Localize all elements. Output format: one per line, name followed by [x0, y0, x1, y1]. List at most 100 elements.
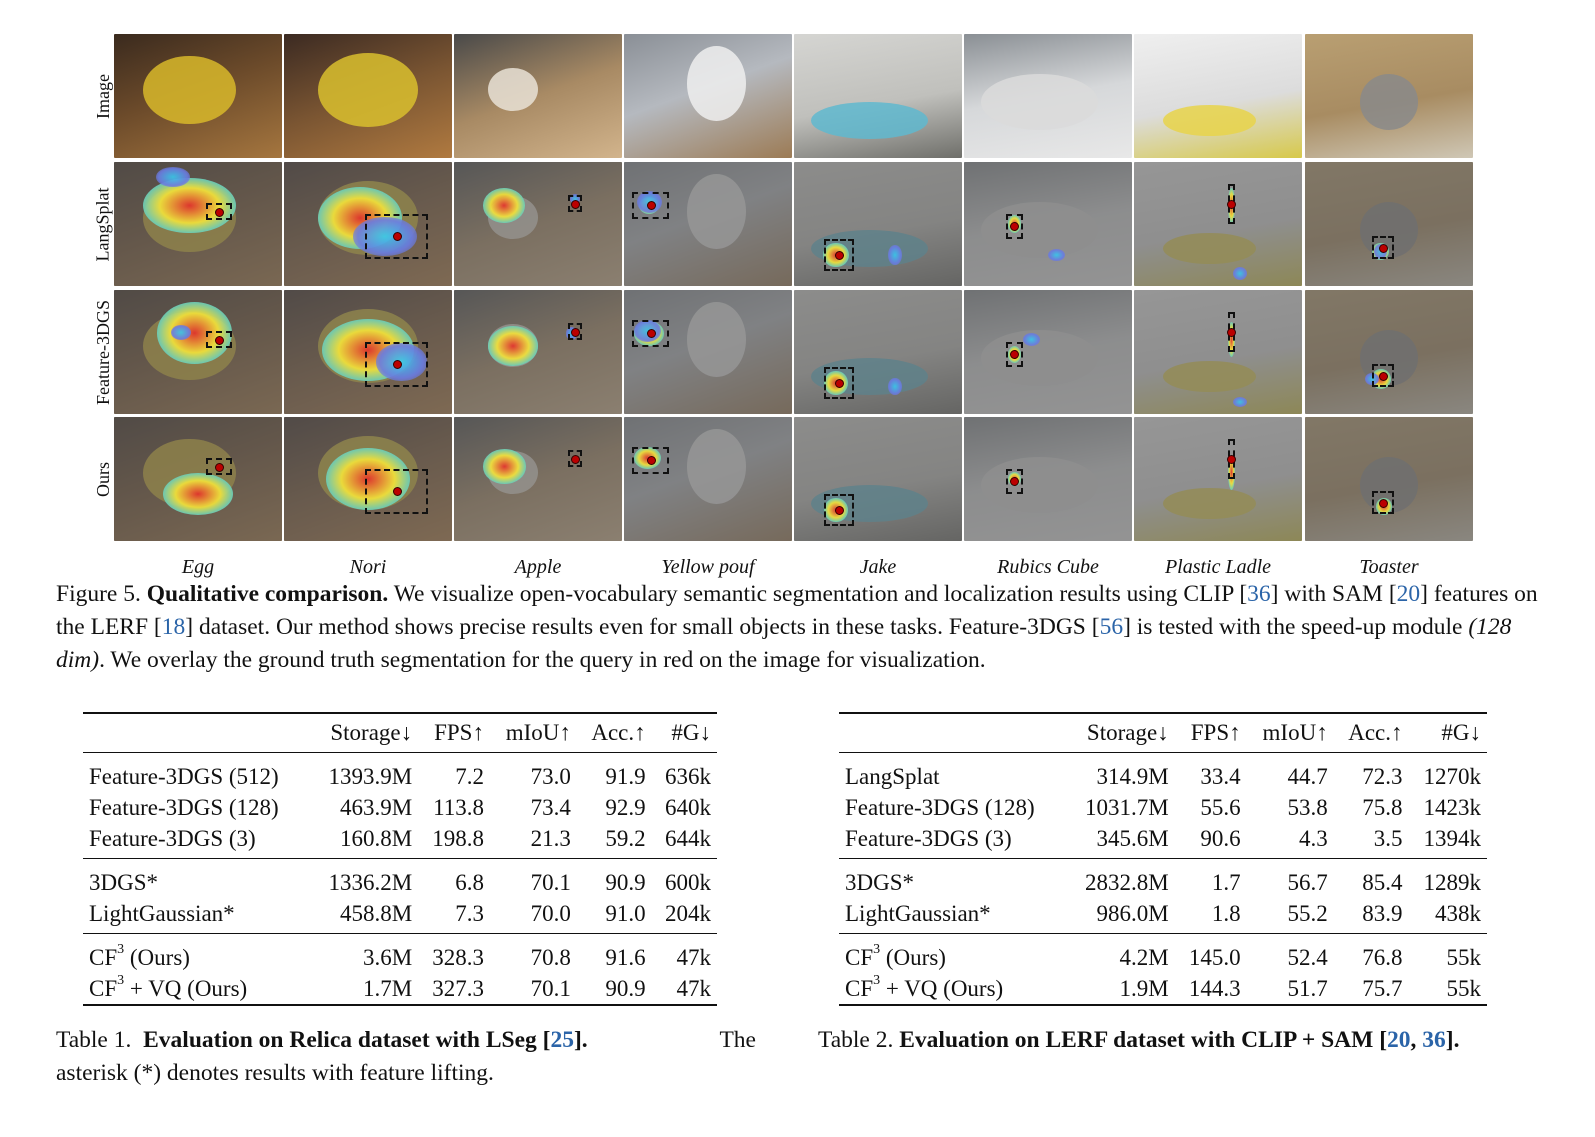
- heatmap-blob: [156, 166, 190, 187]
- grey-overlay: [964, 162, 1132, 286]
- table-header: FPS↑: [418, 712, 490, 753]
- prediction-dot: [570, 454, 580, 464]
- figure-cell: [284, 290, 452, 414]
- scene-object: [1163, 105, 1256, 137]
- table-header: mIoU↑: [1246, 712, 1334, 753]
- prediction-dot: [835, 506, 845, 515]
- ground-truth-box: [1372, 236, 1395, 259]
- figure-cell: [114, 34, 282, 158]
- ground-truth-box: [1372, 364, 1395, 387]
- citation-link[interactable]: 18: [161, 614, 186, 640]
- table2-caption: Table 2. Evaluation on LERF dataset with…: [818, 1027, 1460, 1053]
- figure-cell: [624, 34, 792, 158]
- heatmap-blob: [171, 324, 192, 340]
- figure-cell: [1134, 34, 1302, 158]
- grey-overlay: [454, 417, 622, 541]
- figure-cell: [1134, 417, 1302, 541]
- table-row: Feature-3DGS (512) 1393.9M 7.2 73.0 91.9 636k: [89, 763, 711, 789]
- grey-overlay: [964, 290, 1132, 414]
- scene-object: [810, 102, 929, 140]
- heatmap-blob: [143, 177, 236, 234]
- grey-overlay: [1134, 290, 1302, 414]
- figure-cell: [1305, 417, 1473, 541]
- citation-link[interactable]: 36: [1247, 581, 1271, 607]
- heatmap-blob: [1233, 396, 1247, 407]
- scene-object: [980, 74, 1099, 131]
- scene-object: [1359, 74, 1419, 131]
- table-header: #G↓: [651, 712, 717, 753]
- grey-overlay: [794, 162, 962, 286]
- ground-truth-box: [1006, 214, 1023, 239]
- prediction-dot: [646, 201, 656, 211]
- table-row: LightGaussian* 986.0M 1.8 55.2 83.9 438k: [839, 898, 1487, 934]
- table-row: 3DGS* 2832.8M 1.7 56.7 85.4 1289k: [845, 869, 1481, 895]
- prediction-dot: [1227, 200, 1237, 210]
- qualitative-comparison-figure: Image LangSplat Feature-3DGS Ours Egg No…: [93, 34, 1473, 578]
- ground-truth-box: [568, 450, 582, 467]
- table-row: CF3 + VQ (Ours) 1.9M 144.3 51.7 75.7 55k: [839, 973, 1487, 1006]
- figure-cell: [794, 417, 962, 541]
- ground-truth-box: [364, 469, 429, 514]
- heatmap-blob: [352, 216, 417, 257]
- citation-link[interactable]: 20: [1387, 1027, 1411, 1053]
- figure-cell: [1305, 162, 1473, 286]
- ground-truth-box: [1006, 469, 1023, 494]
- prediction-dot: [1379, 371, 1389, 381]
- prediction-dot: [835, 251, 845, 260]
- table-header: FPS↑: [1174, 712, 1247, 753]
- grey-overlay: [454, 162, 622, 286]
- table-header: [83, 712, 311, 753]
- table-header: #G↓: [1408, 712, 1487, 753]
- ground-truth-box: [364, 342, 429, 387]
- ground-truth-box: [206, 330, 232, 349]
- table-header: Acc.↑: [1333, 712, 1409, 753]
- grey-overlay: [1305, 417, 1473, 541]
- figure-cell: [454, 290, 622, 414]
- grey-overlay: [624, 162, 792, 286]
- figure-cell: [114, 417, 282, 541]
- grey-overlay: [1134, 417, 1302, 541]
- figure-cell: [454, 417, 622, 541]
- heatmap-blob: [1022, 333, 1040, 346]
- heatmap-blob: [1233, 267, 1247, 280]
- figure-cell: [964, 417, 1132, 541]
- figure-cell: [284, 34, 452, 158]
- grey-overlay: [454, 290, 622, 414]
- col-label-rubics-cube: Rubics Cube: [997, 556, 1099, 578]
- prediction-dot: [1379, 498, 1389, 508]
- citation-link[interactable]: 56: [1099, 614, 1124, 640]
- table-row: Feature-3DGS (128) 1031.7M 55.6 53.8 75.8 142…: [845, 794, 1481, 820]
- heatmap-blob: [326, 448, 410, 510]
- heatmap-blob: [482, 449, 527, 484]
- heatmap-blob: [487, 325, 538, 366]
- prediction-dot: [1010, 350, 1020, 360]
- ground-truth-box: [824, 238, 855, 272]
- prediction-dot: [215, 335, 224, 345]
- scene-object: [143, 55, 236, 124]
- figure-cell: [1134, 290, 1302, 414]
- table-lerf: Storage↓ FPS↑ mIoU↑ Acc.↑ #G↓ LangSplat 3…: [839, 712, 1487, 1006]
- citation-link[interactable]: 25: [550, 1027, 574, 1053]
- prediction-dot: [1010, 222, 1020, 232]
- citation-link[interactable]: 20: [1396, 581, 1421, 607]
- grey-overlay: [1305, 162, 1473, 286]
- grey-overlay: [964, 417, 1132, 541]
- figure-cell: [624, 290, 792, 414]
- ground-truth-box: [568, 323, 582, 340]
- prediction-dot: [215, 207, 224, 217]
- heatmap-blob: [569, 194, 580, 205]
- citation-link[interactable]: 36: [1422, 1027, 1446, 1053]
- heatmap-blob: [1228, 455, 1235, 491]
- table-relica: Storage↓ FPS↑ mIoU↑ Acc.↑ #G↓ Feature-3D…: [83, 712, 717, 1006]
- table-row: Feature-3DGS (128) 463.9M 113.8 73.4 92.9 640…: [89, 794, 711, 820]
- figure-cell: [624, 417, 792, 541]
- heatmap-blob: [156, 302, 233, 365]
- table-row: Feature-3DGS (3) 160.8M 198.8 21.3 59.2 644k: [83, 823, 717, 859]
- prediction-dot: [570, 199, 580, 209]
- ground-truth-box: [206, 202, 232, 221]
- figure-cell: [964, 290, 1132, 414]
- prediction-dot: [1379, 243, 1389, 253]
- heatmap-blob: [1228, 322, 1235, 357]
- table-row: LangSplat 314.9M 33.4 44.7 72.3 1270k: [845, 763, 1481, 789]
- grey-overlay: [794, 417, 962, 541]
